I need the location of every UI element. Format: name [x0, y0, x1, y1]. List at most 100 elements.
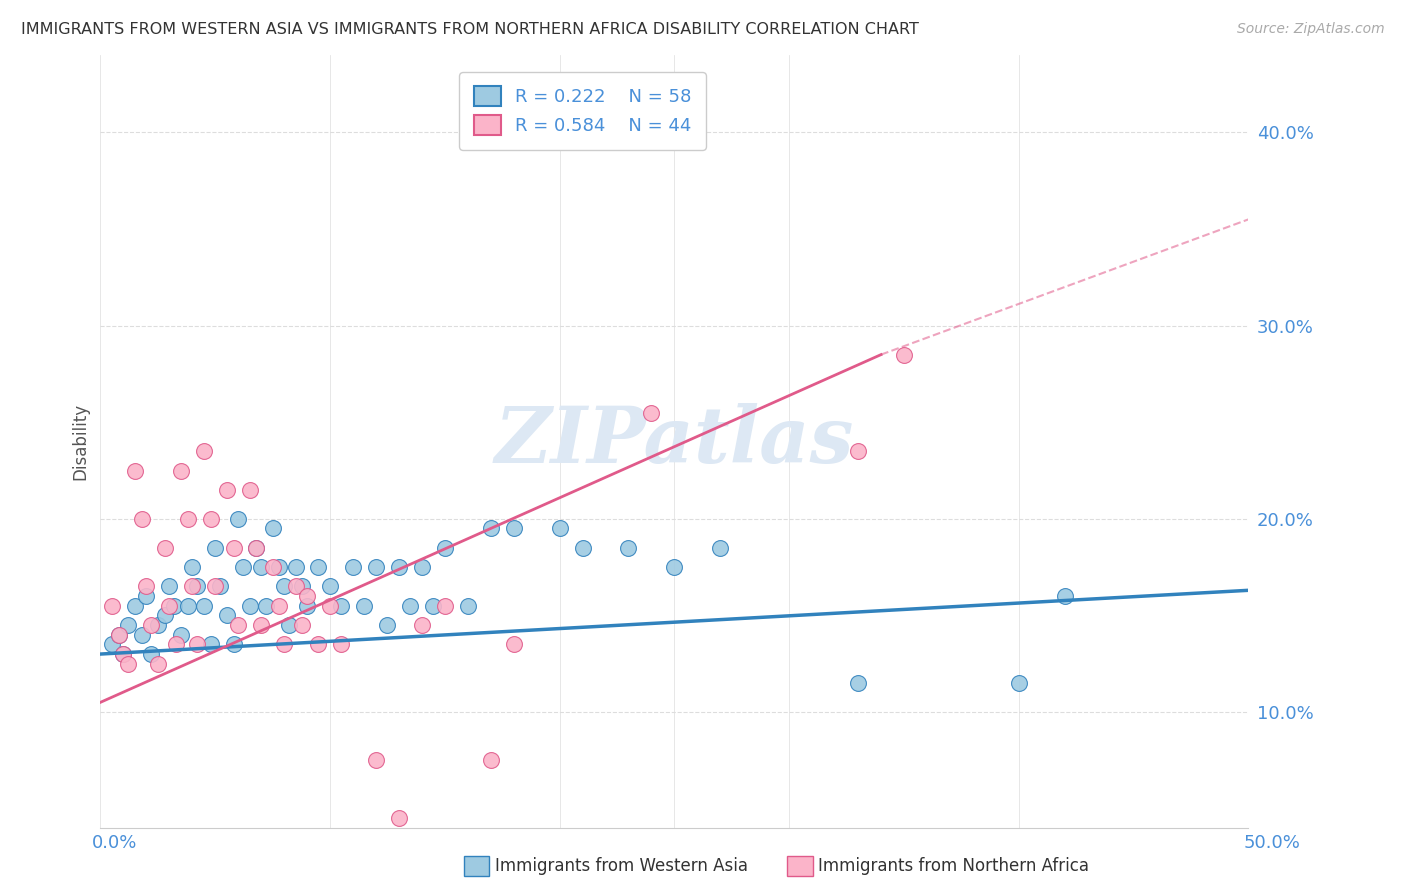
Point: [153, 541, 176, 555]
Point: [1008, 676, 1031, 690]
Point: [232, 560, 254, 574]
Point: [250, 618, 273, 632]
Text: IMMIGRANTS FROM WESTERN ASIA VS IMMIGRANTS FROM NORTHERN AFRICA DISABILITY CORRE: IMMIGRANTS FROM WESTERN ASIA VS IMMIGRAN…: [21, 22, 920, 37]
Point: [222, 541, 245, 555]
Point: [112, 647, 135, 661]
Point: [342, 560, 364, 574]
Point: [222, 637, 245, 651]
Point: [186, 637, 208, 651]
Point: [200, 637, 222, 651]
Point: [411, 618, 433, 632]
Point: [146, 657, 169, 671]
Point: [112, 647, 135, 661]
Point: [433, 599, 456, 613]
Y-axis label: Disability: Disability: [72, 403, 89, 480]
Point: [163, 599, 186, 613]
Point: [204, 541, 226, 555]
Point: [226, 618, 249, 632]
Point: [124, 599, 146, 613]
Point: [193, 444, 215, 458]
Point: [131, 512, 153, 526]
Point: [186, 579, 208, 593]
Point: [319, 599, 342, 613]
Point: [353, 599, 375, 613]
Point: [215, 608, 238, 623]
Point: [291, 618, 314, 632]
Point: [239, 599, 262, 613]
Point: [135, 589, 157, 603]
Point: [846, 676, 869, 690]
Point: [181, 560, 204, 574]
Point: [364, 560, 387, 574]
Point: [193, 599, 215, 613]
Point: [139, 618, 162, 632]
Point: [239, 483, 262, 497]
Point: [388, 560, 411, 574]
Point: [330, 599, 353, 613]
Point: [131, 628, 153, 642]
Text: Immigrants from Northern Africa: Immigrants from Northern Africa: [818, 857, 1090, 875]
Point: [250, 560, 273, 574]
Point: [617, 541, 640, 555]
Point: [364, 753, 387, 767]
Point: [846, 444, 869, 458]
Point: [640, 406, 662, 420]
Text: 0.0%: 0.0%: [91, 834, 136, 852]
Point: [295, 599, 318, 613]
Point: [411, 560, 433, 574]
Point: [176, 599, 198, 613]
Point: [548, 125, 571, 139]
Point: [1053, 589, 1076, 603]
Point: [479, 753, 502, 767]
Point: [457, 599, 479, 613]
Point: [165, 637, 187, 651]
Point: [548, 521, 571, 535]
Point: [295, 589, 318, 603]
Point: [502, 521, 524, 535]
Point: [433, 541, 456, 555]
Point: [273, 579, 295, 593]
Point: [399, 599, 422, 613]
Point: [101, 637, 124, 651]
Point: [284, 579, 307, 593]
Point: [124, 463, 146, 477]
Point: [502, 637, 524, 651]
Point: [308, 637, 330, 651]
Point: [273, 637, 295, 651]
Point: [284, 560, 307, 574]
Point: [319, 579, 342, 593]
Point: [377, 618, 399, 632]
Text: Source: ZipAtlas.com: Source: ZipAtlas.com: [1237, 22, 1385, 37]
Point: [269, 599, 291, 613]
Point: [139, 647, 162, 661]
Point: [709, 541, 731, 555]
Text: 50.0%: 50.0%: [1244, 834, 1301, 852]
Point: [153, 608, 176, 623]
Point: [254, 599, 277, 613]
Point: [330, 637, 353, 651]
Point: [157, 579, 180, 593]
Point: [422, 599, 444, 613]
Point: [893, 348, 915, 362]
Point: [117, 657, 139, 671]
Point: [135, 579, 157, 593]
Point: [170, 628, 193, 642]
Point: [262, 560, 284, 574]
Point: [170, 463, 193, 477]
Point: [101, 599, 124, 613]
Point: [176, 512, 198, 526]
Point: [226, 512, 249, 526]
Point: [245, 541, 267, 555]
Point: [291, 579, 314, 593]
Point: [277, 618, 299, 632]
Text: ZIPatlas: ZIPatlas: [495, 403, 853, 480]
Point: [200, 512, 222, 526]
Point: [664, 560, 686, 574]
Point: [181, 579, 204, 593]
Point: [215, 483, 238, 497]
Point: [571, 541, 593, 555]
Point: [245, 541, 267, 555]
Legend: R = 0.222    N = 58, R = 0.584    N = 44: R = 0.222 N = 58, R = 0.584 N = 44: [460, 72, 706, 150]
Point: [204, 579, 226, 593]
Point: [388, 811, 411, 825]
